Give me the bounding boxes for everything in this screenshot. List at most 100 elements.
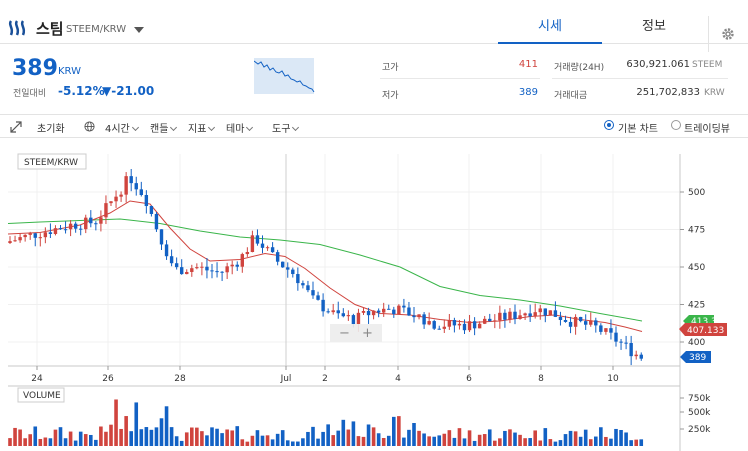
- volume-bar: [210, 427, 214, 446]
- candle-body: [306, 285, 310, 291]
- candle-body: [573, 316, 578, 327]
- tradingview-label[interactable]: 트레이딩뷰: [684, 124, 730, 135]
- candle-body: [589, 320, 593, 325]
- candle-body: [144, 194, 149, 207]
- x-tick-label: 8: [538, 374, 544, 384]
- volume-bar: [68, 431, 73, 446]
- tradingview-radio[interactable]: [671, 120, 681, 130]
- candle-body: [513, 311, 517, 319]
- candle-dropdown[interactable]: 캔들: [150, 120, 178, 135]
- indicator-dropdown[interactable]: 지표: [188, 120, 216, 135]
- coin-header: 스팀 STEEM/KRW 시세 정보: [0, 8, 748, 52]
- candle-body: [149, 206, 154, 214]
- theme-dropdown[interactable]: 테마: [226, 120, 254, 135]
- tools-dropdown[interactable]: 도구: [272, 120, 300, 135]
- volume-bar: [250, 435, 255, 446]
- y-tick-label: 500: [688, 188, 705, 198]
- volume-bar: [578, 436, 583, 446]
- candle-body: [472, 321, 477, 329]
- y-tick-label: 400: [688, 338, 705, 348]
- volume-bar: [533, 430, 537, 446]
- settings-button[interactable]: [708, 16, 748, 52]
- candle-body: [553, 310, 558, 317]
- candle-body: [301, 283, 305, 286]
- candle-body: [33, 233, 37, 238]
- basic-chart-label[interactable]: 기본 차트: [618, 124, 658, 135]
- candle-body: [104, 203, 108, 218]
- volume-bar: [568, 430, 573, 446]
- x-tick-label: 6: [466, 374, 472, 384]
- candle-body: [109, 201, 113, 204]
- candle-body: [558, 316, 563, 321]
- candle-body: [397, 305, 401, 315]
- coin-select-dropdown-icon[interactable]: [134, 27, 144, 33]
- volume-bar: [376, 433, 381, 446]
- volume-bar: [306, 431, 310, 446]
- fullscreen-icon[interactable]: [10, 121, 22, 133]
- volume-bar: [53, 429, 58, 446]
- candle-body: [533, 312, 537, 317]
- volume-bar: [149, 429, 154, 446]
- x-tick-label: 24: [31, 374, 43, 384]
- x-tick-label: Jul: [280, 374, 292, 384]
- volume-bar: [13, 427, 17, 446]
- volume-bar: [275, 433, 280, 446]
- candle-body: [281, 261, 285, 268]
- ma-long-polyline: [7, 218, 643, 322]
- candle-body: [518, 315, 522, 319]
- x-axis-ticks: 24 26 28 Jul 2 4 6 8 10: [31, 366, 619, 384]
- candle-body: [215, 271, 219, 273]
- volume-bar: [437, 435, 442, 446]
- zoom-out-button[interactable]: −: [339, 326, 350, 341]
- candle-body: [493, 320, 497, 322]
- volume-bar: [144, 427, 149, 446]
- interval-dropdown[interactable]: 4시간: [105, 120, 139, 135]
- candle-body: [225, 266, 229, 273]
- volume-bar: [498, 438, 502, 446]
- candle-body: [210, 270, 214, 272]
- volume-bar: [291, 441, 295, 446]
- globe-icon: [84, 121, 95, 132]
- volume-bar: [8, 438, 12, 446]
- candle-body: [195, 267, 199, 269]
- volume-bar: [563, 434, 568, 446]
- volume-bar: [503, 430, 507, 446]
- y-axis-ticks: 400 425 450 475 500: [680, 188, 705, 348]
- candle-body: [382, 308, 386, 313]
- y-tick-label: 425: [688, 301, 705, 311]
- volume-bar: [38, 438, 43, 446]
- basic-chart-radio[interactable]: [604, 120, 614, 130]
- volume-bar: [195, 427, 199, 446]
- candle-body: [119, 194, 123, 197]
- candle-body: [351, 315, 356, 325]
- volume-tick-label: 750k: [688, 394, 711, 404]
- volume-bar: [139, 429, 144, 446]
- tab-quote[interactable]: 시세: [498, 16, 602, 44]
- price-chart[interactable]: STEEM/KRW VOLUME − + 24 26 28 Jul 2 4 6 8 10 400…: [0, 140, 748, 451]
- indicator-label: 지표: [188, 124, 207, 135]
- volume-tick-label: 500k: [688, 408, 711, 418]
- volume-bar: [73, 440, 78, 446]
- volume-bar: [553, 441, 558, 446]
- market-pair: STEEM/KRW: [66, 24, 127, 35]
- tab-info[interactable]: 정보: [642, 19, 666, 34]
- candle-body: [624, 342, 628, 344]
- candle-body: [43, 232, 48, 238]
- change-rate: -5.12%: [58, 84, 105, 98]
- volume-bar: [260, 435, 265, 446]
- zoom-in-button[interactable]: +: [362, 326, 373, 341]
- change-label: 전일대비: [13, 89, 47, 99]
- volume-bar: [296, 441, 300, 446]
- volume-label: 거래량(24H): [554, 63, 605, 73]
- candle-body: [53, 228, 58, 234]
- reset-button[interactable]: 초기화: [37, 124, 65, 135]
- ma-long-line: [7, 218, 643, 322]
- volume-bar: [508, 429, 512, 446]
- candle-body: [230, 264, 234, 267]
- candle-body: [568, 321, 573, 327]
- candlestick-series: [8, 169, 643, 366]
- volume-bar: [190, 427, 194, 446]
- candle-body: [442, 326, 446, 329]
- volume-bar: [518, 434, 522, 446]
- volume-bar: [371, 427, 376, 446]
